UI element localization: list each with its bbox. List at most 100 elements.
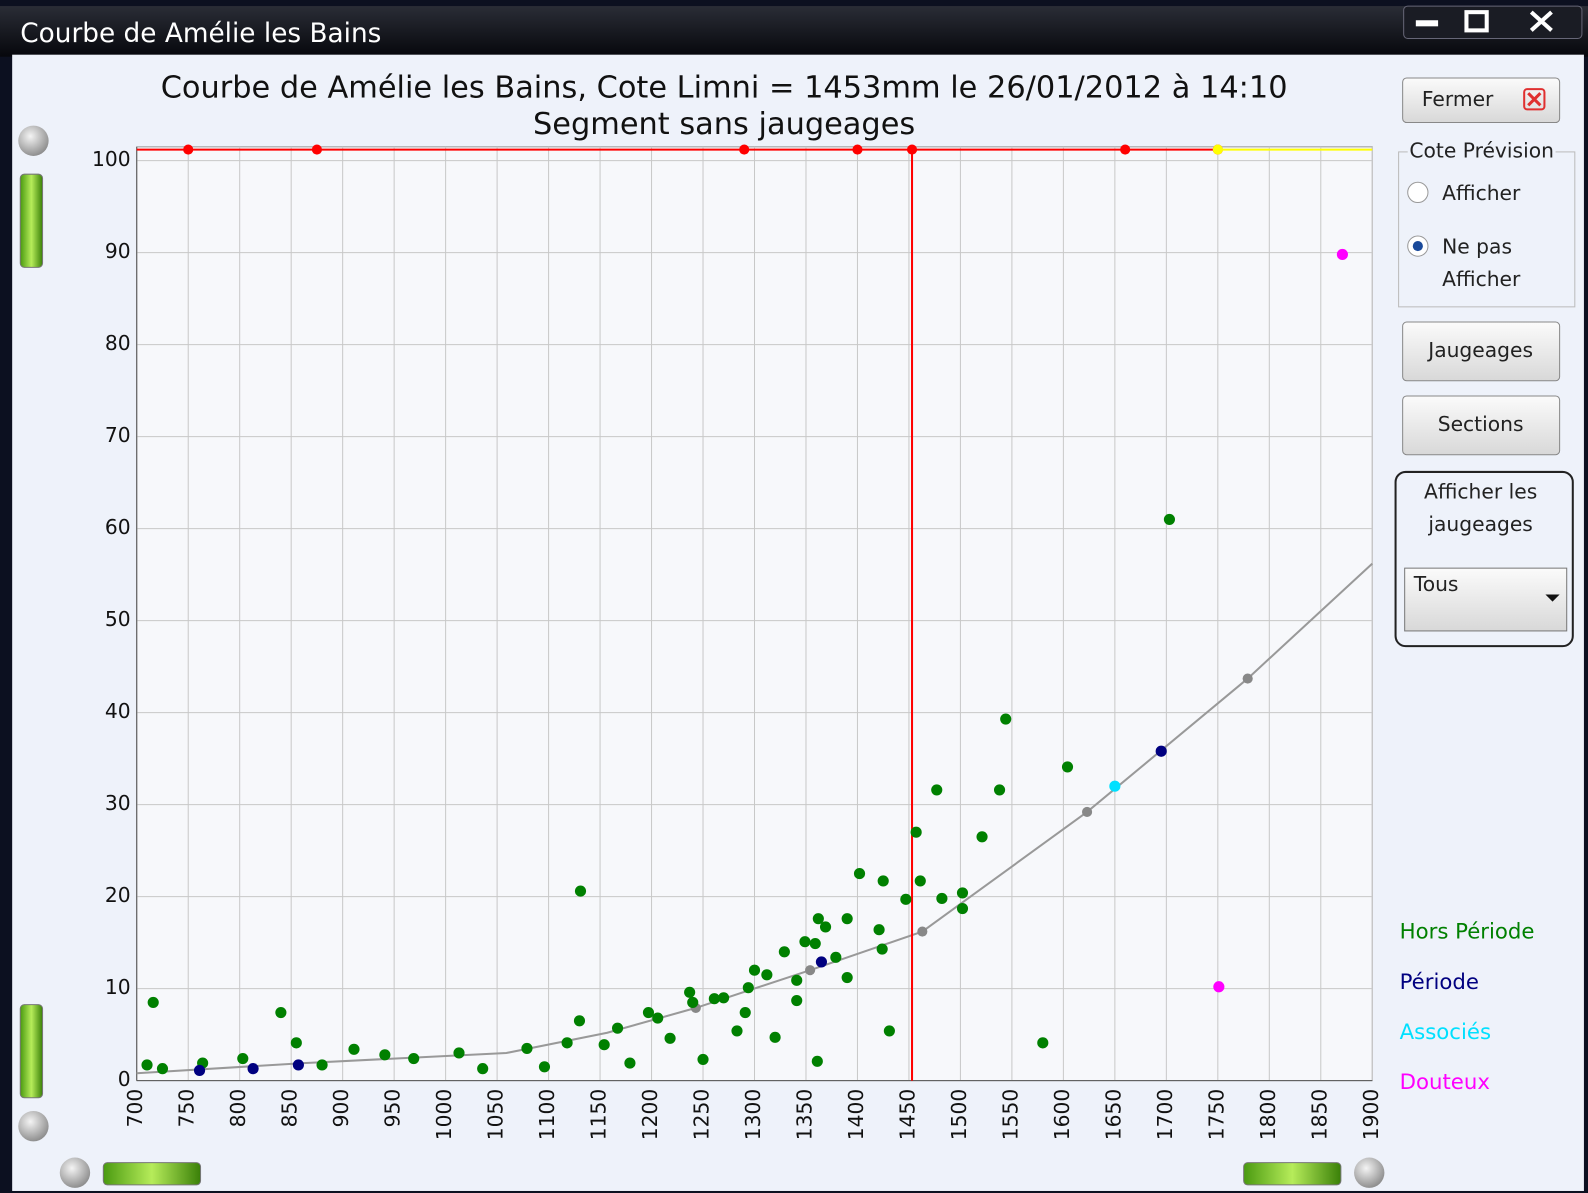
curve-point	[917, 926, 928, 937]
gauge[interactable]	[102, 1162, 202, 1186]
y-tick-label: 100	[92, 147, 131, 171]
sections-button[interactable]	[1402, 395, 1561, 456]
point	[1037, 1037, 1049, 1049]
point	[1000, 713, 1012, 725]
point	[910, 826, 922, 838]
button-label[interactable]: Jaugeages	[1426, 338, 1533, 362]
point	[1155, 745, 1167, 757]
point	[742, 982, 754, 994]
x-tick-label: 950	[381, 1089, 405, 1128]
radio-label[interactable]: Ne pas	[1442, 235, 1512, 259]
point	[876, 943, 888, 955]
point	[761, 969, 773, 981]
point	[1061, 761, 1074, 773]
close-button[interactable]	[1402, 77, 1561, 124]
maximize[interactable]	[1464, 10, 1489, 33]
point	[408, 1052, 420, 1065]
gauge[interactable]	[19, 1004, 44, 1099]
gauge[interactable]	[1243, 1162, 1342, 1186]
x-tick-label: 1550	[998, 1089, 1022, 1141]
point	[956, 902, 969, 915]
legend-entry: Hors Période	[1400, 920, 1535, 945]
point	[936, 892, 948, 905]
point	[687, 996, 699, 1008]
point	[718, 992, 730, 1004]
point	[1109, 780, 1121, 792]
point	[1213, 981, 1225, 993]
gauging-group	[1394, 470, 1574, 648]
x-tick-label: 1200	[638, 1089, 662, 1141]
point	[830, 951, 842, 963]
point	[778, 946, 790, 958]
x-tick-label: 1250	[690, 1089, 714, 1141]
point	[1163, 513, 1176, 525]
x-tick-label: 1150	[587, 1089, 611, 1141]
radio-label[interactable]: Afficher	[1442, 267, 1521, 291]
knob[interactable]	[18, 125, 49, 156]
close-icon-x[interactable]	[1527, 92, 1542, 107]
point	[815, 956, 827, 968]
point	[841, 913, 853, 925]
gauge[interactable]	[19, 173, 44, 268]
point	[900, 893, 912, 905]
point	[956, 887, 969, 899]
dropdown[interactable]	[1404, 567, 1568, 632]
radio[interactable]	[1407, 181, 1429, 204]
x-tick-label: 1900	[1359, 1089, 1383, 1141]
point	[193, 1064, 206, 1077]
point	[708, 993, 720, 1005]
x-tick-label: 1000	[432, 1089, 456, 1141]
point	[348, 1043, 360, 1055]
point	[873, 924, 885, 936]
limit-marker	[1120, 144, 1131, 155]
x-tick-label: 1850	[1307, 1089, 1331, 1141]
point	[290, 1037, 302, 1049]
x-tick-label: 1400	[844, 1089, 868, 1141]
x-tick-label: 850	[278, 1089, 302, 1128]
limit-marker	[183, 144, 194, 155]
gaugings-button[interactable]	[1402, 321, 1561, 382]
chart-title: Courbe de Amélie les Bains, Cote Limni =…	[161, 71, 1288, 106]
y-tick-label: 80	[105, 331, 131, 355]
close-x[interactable]	[1529, 10, 1553, 32]
knob[interactable]	[18, 1110, 49, 1142]
button-label[interactable]: Sections	[1438, 412, 1524, 436]
x-tick-label: 800	[226, 1089, 250, 1128]
point	[141, 1059, 153, 1071]
point	[561, 1037, 573, 1049]
curve-point	[1082, 806, 1093, 818]
close-label[interactable]: Fermer	[1422, 87, 1494, 111]
group-label: Cote Prévision	[1409, 138, 1554, 162]
point	[914, 875, 926, 887]
point	[598, 1039, 610, 1051]
radio-label[interactable]: Afficher	[1442, 181, 1521, 205]
group-label: jaugeages	[1427, 512, 1532, 536]
point	[379, 1049, 391, 1061]
point	[993, 784, 1006, 796]
dropdown-value[interactable]: Tous	[1413, 572, 1459, 596]
limit-marker	[311, 144, 322, 155]
point	[791, 994, 803, 1007]
knob[interactable]	[59, 1157, 91, 1188]
window-controls[interactable]	[1403, 5, 1583, 39]
point	[573, 1015, 586, 1027]
point	[147, 996, 159, 1008]
y-tick-label: 0	[118, 1067, 131, 1091]
y-tick-label: 40	[105, 699, 131, 723]
x-tick-label: 1500	[947, 1089, 971, 1141]
y-tick-label: 90	[105, 239, 131, 263]
close-icon[interactable]	[1523, 88, 1546, 111]
x-tick-label: 1450	[895, 1089, 919, 1141]
window-buttons[interactable]	[1403, 5, 1583, 39]
limit-marker	[739, 144, 750, 155]
point	[731, 1025, 743, 1037]
curve-point	[1242, 673, 1253, 684]
minimize[interactable]	[1415, 20, 1439, 27]
x-tick-label: 1100	[535, 1089, 559, 1141]
limit-marker	[1212, 144, 1223, 155]
x-tick-label: 750	[175, 1089, 199, 1128]
chart-subtitle: Segment sans jaugeages	[533, 107, 915, 142]
knob[interactable]	[1354, 1157, 1385, 1188]
point	[883, 1025, 895, 1037]
dropdown-arrow[interactable]	[1545, 594, 1560, 602]
